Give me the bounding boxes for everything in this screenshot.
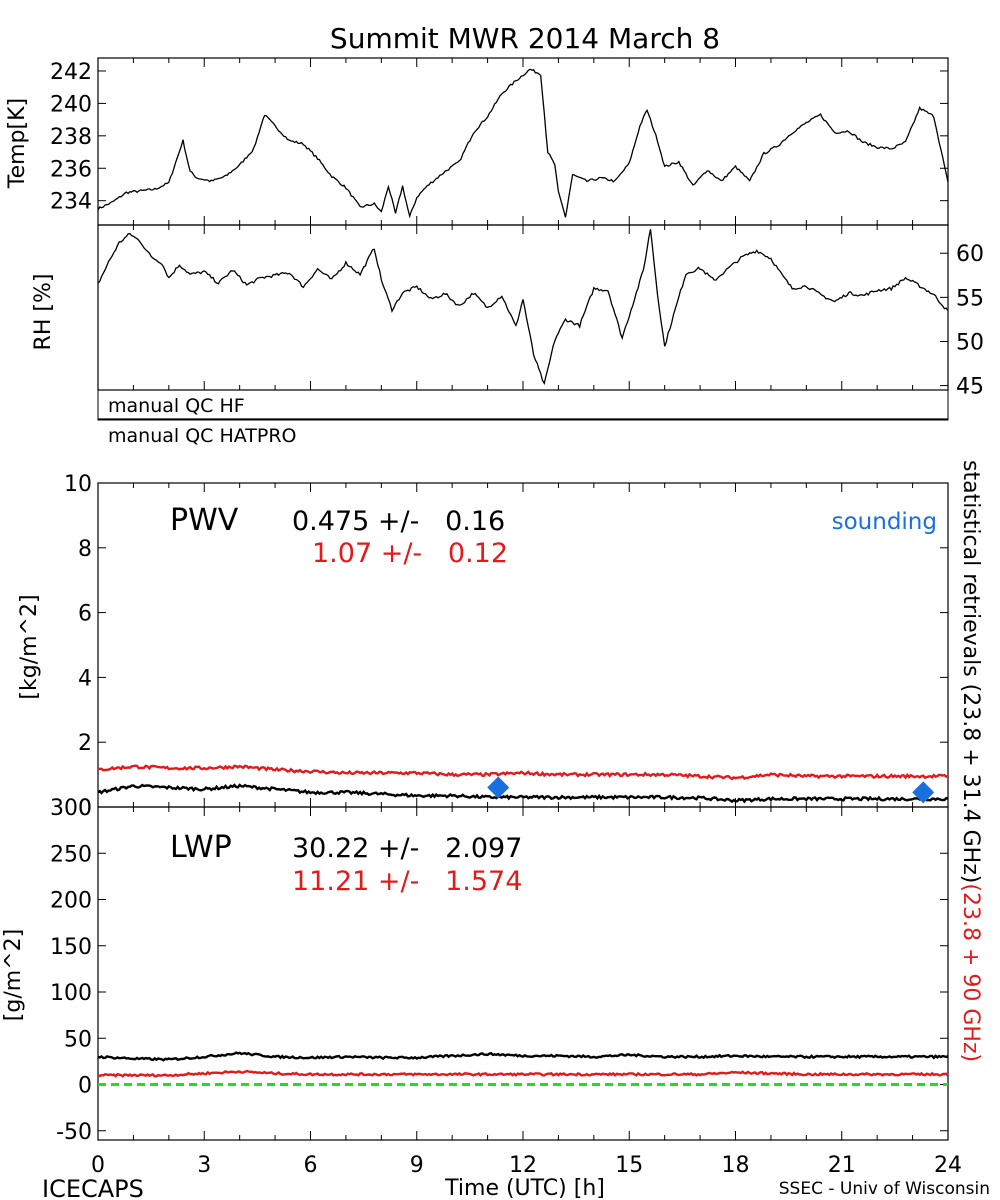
- x-axis-label: Time (UTC) [h]: [444, 1176, 605, 1200]
- temp-ytick-label: 240: [50, 92, 92, 117]
- lwp-label: LWP: [170, 830, 232, 865]
- footer-left: ICECAPS: [42, 1175, 144, 1200]
- lwp-ytick-label: 100: [50, 981, 92, 1006]
- x-tick-label: 3: [197, 1153, 211, 1178]
- rh-ytick-label: 55: [956, 286, 984, 311]
- right-label-black: statistical retrievals (23.8 + 31.4 GHz): [958, 460, 983, 883]
- lwp-series-1-line: [97, 1069, 949, 1078]
- temp-series-0-line: [97, 68, 949, 219]
- chart-title: Summit MWR 2014 March 8: [330, 22, 720, 55]
- pwv-black-stat: 0.475 +/- 0.16: [292, 506, 505, 537]
- x-tick-label: 24: [934, 1153, 962, 1178]
- pwv-ytick-label: 8: [78, 537, 92, 562]
- lwp-ytick-label: -50: [56, 1120, 92, 1145]
- lwp-ytick-label: 150: [50, 935, 92, 960]
- x-tick-label: 9: [410, 1153, 424, 1178]
- rh-ylabel: RH [%]: [31, 274, 56, 351]
- temp-ytick-label: 242: [50, 60, 92, 85]
- x-tick-label: 0: [91, 1153, 105, 1178]
- x-tick-label: 15: [615, 1153, 643, 1178]
- footer-right: SSEC - Univ of Wisconsin: [779, 1179, 990, 1199]
- rh-ytick-label: 50: [956, 330, 984, 355]
- pwv-label: PWV: [170, 503, 239, 538]
- rh-ytick-label: 45: [956, 375, 984, 400]
- rh-ytick-label: 60: [956, 242, 984, 267]
- lwp-ytick-label: 200: [50, 889, 92, 914]
- pwv-ytick-label: 4: [78, 666, 92, 691]
- pwv-ylabel: [kg/m^2]: [17, 594, 42, 699]
- chart-marks: 2422402382362346055504510864203002502001…: [50, 57, 984, 1178]
- lwp-ylabel: [g/m^2]: [1, 929, 26, 1021]
- pwv-ytick-label: 10: [64, 472, 92, 497]
- lwp-ytick-label: 0: [78, 1074, 92, 1099]
- pwv-series-1-line: [97, 764, 948, 781]
- lwp-ytick-label: 50: [64, 1027, 92, 1052]
- temp-ytick-label: 234: [50, 190, 92, 215]
- x-tick-label: 12: [509, 1153, 537, 1178]
- sounding-label: sounding: [832, 509, 937, 535]
- qc-hatpro-label: manual QC HATPRO: [108, 425, 297, 447]
- temp-ylabel: Temp[K]: [5, 98, 30, 189]
- pwv-ytick-label: 6: [78, 602, 92, 627]
- lwp-ytick-label: 250: [50, 842, 92, 867]
- lwp-red-stat: 11.21 +/- 1.574: [292, 866, 522, 897]
- pwv-ytick-label: 2: [78, 731, 92, 756]
- temp-frame: [97, 57, 949, 226]
- right-vertical-label: statistical retrievals (23.8 + 31.4 GHz)…: [958, 460, 983, 1062]
- lwp-black-stat: 30.22 +/- 2.097: [292, 833, 522, 864]
- x-tick-label: 18: [722, 1153, 750, 1178]
- right-label-red: (23.8 + 90 GHz): [958, 883, 983, 1062]
- sounding-point: [912, 781, 935, 804]
- lwp-series-0-line: [97, 1051, 949, 1062]
- x-tick-label: 21: [828, 1153, 856, 1178]
- x-tick-label: 6: [304, 1153, 318, 1178]
- temp-ytick-label: 236: [50, 157, 92, 182]
- temp-ytick-label: 238: [50, 125, 92, 150]
- sounding-point: [487, 776, 510, 799]
- lwp-ytick-label: 300: [50, 796, 92, 821]
- pwv-series-0-line: [97, 783, 949, 804]
- qc-hf-label: manual QC HF: [108, 395, 245, 417]
- rh-series-0-line: [97, 229, 949, 385]
- pwv-ytick-label: 0: [78, 796, 92, 821]
- rh-frame: [97, 224, 949, 391]
- pwv-red-stat: 1.07 +/- 0.12: [312, 538, 508, 569]
